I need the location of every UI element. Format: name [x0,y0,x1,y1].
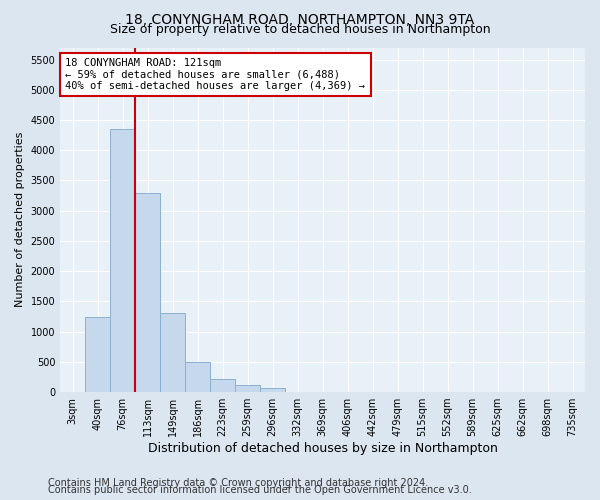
Bar [160,314,185,392]
Y-axis label: Number of detached properties: Number of detached properties [15,132,25,308]
Bar [260,388,285,392]
Bar [85,316,110,392]
Bar [110,129,135,392]
Bar [235,386,260,392]
Text: 18, CONYNGHAM ROAD, NORTHAMPTON, NN3 9TA: 18, CONYNGHAM ROAD, NORTHAMPTON, NN3 9TA [125,12,475,26]
Text: Size of property relative to detached houses in Northampton: Size of property relative to detached ho… [110,22,490,36]
X-axis label: Distribution of detached houses by size in Northampton: Distribution of detached houses by size … [148,442,497,455]
Text: Contains HM Land Registry data © Crown copyright and database right 2024.: Contains HM Land Registry data © Crown c… [48,478,428,488]
Bar [210,379,235,392]
Text: 18 CONYNGHAM ROAD: 121sqm
← 59% of detached houses are smaller (6,488)
40% of se: 18 CONYNGHAM ROAD: 121sqm ← 59% of detac… [65,58,365,91]
Bar [185,362,210,392]
Text: Contains public sector information licensed under the Open Government Licence v3: Contains public sector information licen… [48,485,472,495]
Bar [135,192,160,392]
